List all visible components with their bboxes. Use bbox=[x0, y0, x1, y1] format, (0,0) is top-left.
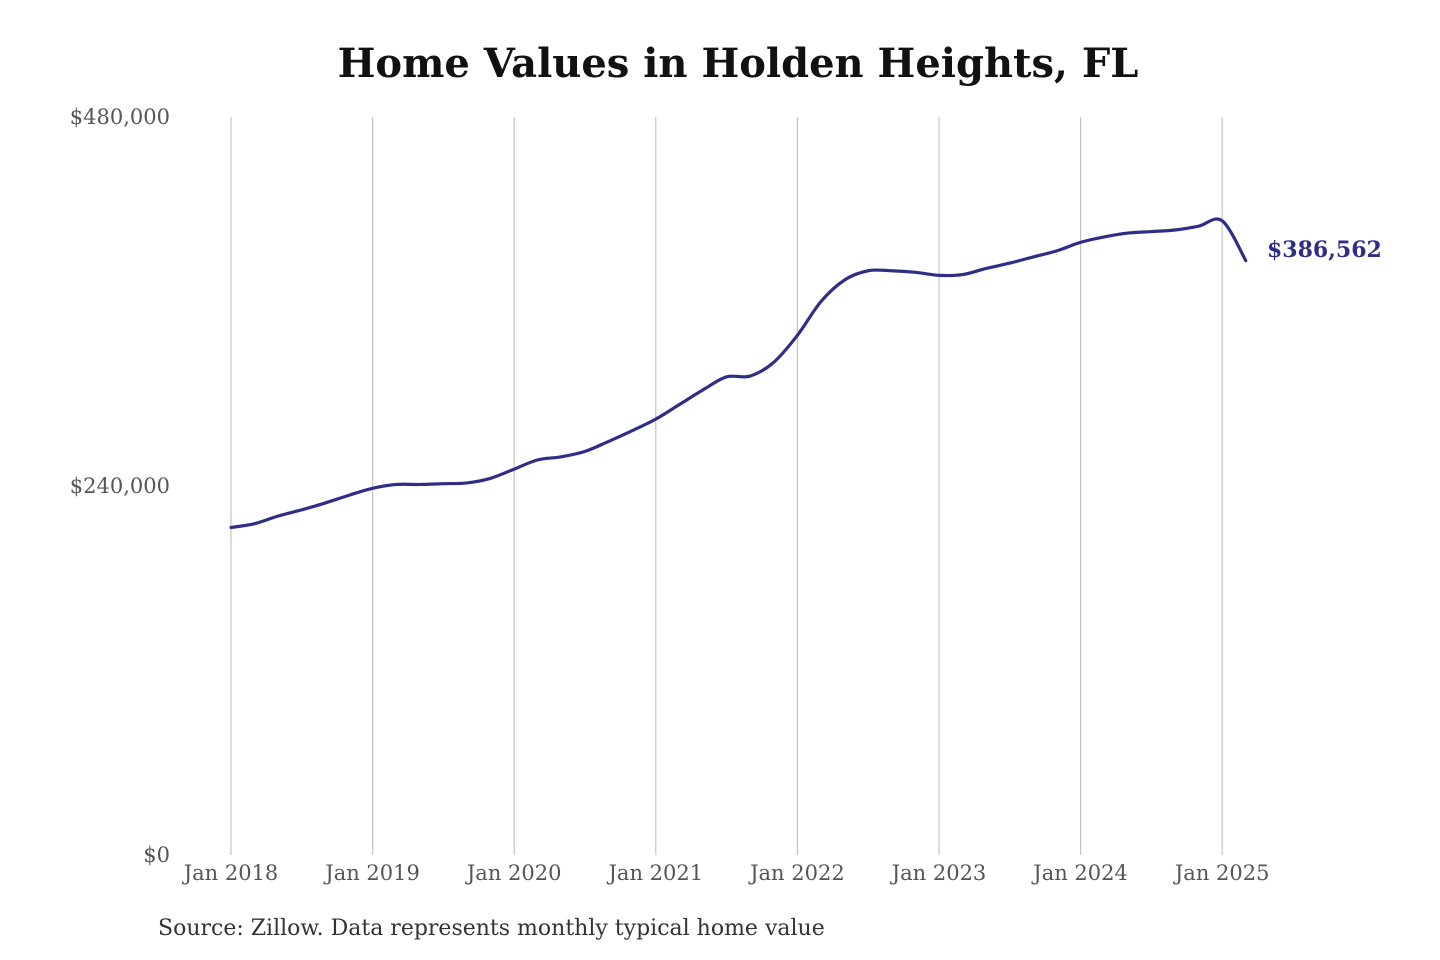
source-note: Source: Zillow. Data represents monthly … bbox=[158, 916, 825, 941]
y-tick-label: $480,000 bbox=[70, 105, 170, 129]
x-tick-label: Jan 2025 bbox=[1173, 861, 1270, 885]
y-tick-label: $0 bbox=[143, 843, 170, 867]
x-tick-label: Jan 2023 bbox=[890, 861, 987, 885]
x-tick-label: Jan 2018 bbox=[182, 861, 279, 885]
x-tick-label: Jan 2019 bbox=[323, 861, 420, 885]
x-tick-label: Jan 2022 bbox=[748, 861, 845, 885]
x-tick-label: Jan 2024 bbox=[1031, 861, 1128, 885]
series-line bbox=[229, 217, 1248, 530]
x-tick-label: Jan 2020 bbox=[465, 861, 562, 885]
chart-title: Home Values in Holden Heights, FL bbox=[337, 40, 1139, 87]
end-value-label: $386,562 bbox=[1267, 237, 1382, 263]
y-tick-label: $240,000 bbox=[70, 474, 170, 498]
x-tick-label: Jan 2021 bbox=[607, 861, 704, 885]
